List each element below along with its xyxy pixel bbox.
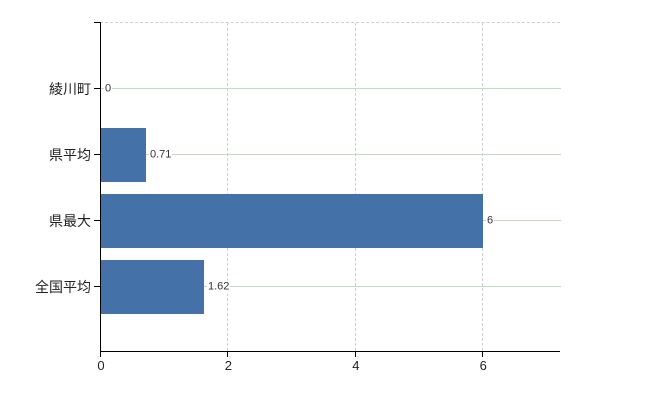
category-label: 県平均 xyxy=(49,147,91,163)
x-tick-label: 4 xyxy=(352,358,360,373)
category-label: 綾川町 xyxy=(49,81,91,97)
plot-area: 0 2 4 6 0 綾川町 0.71 県平均 6 県最大 1.62 全国平均 xyxy=(35,22,561,373)
y-axis-tick xyxy=(94,154,101,155)
y-axis-tick xyxy=(94,88,101,89)
x-tick-label: 0 xyxy=(97,358,105,373)
x-axis-tick xyxy=(354,351,356,357)
x-axis-tick xyxy=(100,351,101,357)
category-leader-line xyxy=(101,154,561,155)
bar xyxy=(101,128,146,182)
x-tick-label: 2 xyxy=(224,358,233,373)
category-label: 県最大 xyxy=(49,213,91,229)
bar-value-label: 0.71 xyxy=(149,148,173,162)
bar-value-label: 1.62 xyxy=(207,280,231,294)
x-axis-tick xyxy=(482,351,484,357)
y-axis-tick xyxy=(94,286,101,287)
category-leader-line xyxy=(101,88,561,89)
bar xyxy=(101,194,483,248)
v-gridline xyxy=(227,23,229,351)
category-leader-line xyxy=(101,286,561,287)
bar-value-label: 0 xyxy=(104,82,113,96)
y-axis-tick xyxy=(94,220,101,221)
y-axis-end-tick xyxy=(94,22,101,23)
bar xyxy=(101,260,204,314)
x-tick-label: 6 xyxy=(479,358,487,373)
category-label: 全国平均 xyxy=(35,279,91,295)
v-gridline xyxy=(482,23,484,351)
v-gridline xyxy=(354,23,356,351)
x-axis-tick xyxy=(227,351,229,357)
bar-value-label: 6 xyxy=(486,214,495,228)
